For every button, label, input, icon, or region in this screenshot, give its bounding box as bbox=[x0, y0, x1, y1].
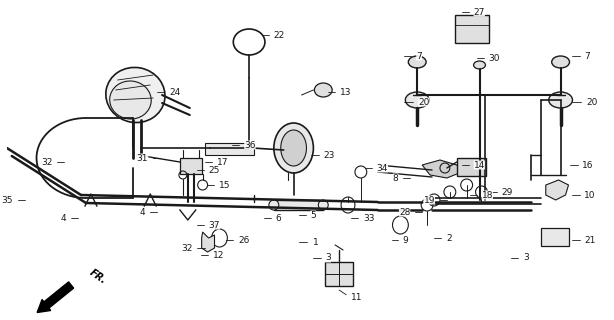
Bar bbox=[457, 158, 486, 176]
Text: 24: 24 bbox=[169, 87, 181, 97]
Text: 32: 32 bbox=[41, 157, 52, 166]
Ellipse shape bbox=[106, 68, 165, 123]
Ellipse shape bbox=[549, 92, 572, 108]
Ellipse shape bbox=[318, 200, 328, 210]
Ellipse shape bbox=[552, 56, 570, 68]
Polygon shape bbox=[201, 232, 214, 252]
Text: 22: 22 bbox=[274, 30, 285, 39]
Ellipse shape bbox=[405, 92, 429, 108]
Text: 15: 15 bbox=[219, 180, 230, 189]
Text: 23: 23 bbox=[324, 150, 335, 159]
Text: 12: 12 bbox=[212, 251, 224, 260]
Ellipse shape bbox=[314, 83, 332, 97]
FancyArrow shape bbox=[37, 282, 74, 313]
Text: 27: 27 bbox=[473, 7, 485, 17]
Text: 1: 1 bbox=[313, 237, 319, 246]
Bar bbox=[541, 228, 569, 246]
Bar bbox=[180, 158, 201, 174]
Text: 8: 8 bbox=[393, 173, 398, 182]
Text: 36: 36 bbox=[244, 140, 255, 149]
Ellipse shape bbox=[281, 130, 306, 166]
Text: 35: 35 bbox=[1, 196, 13, 204]
Bar bbox=[455, 15, 489, 43]
Ellipse shape bbox=[408, 56, 426, 68]
Text: 2: 2 bbox=[446, 234, 451, 243]
Ellipse shape bbox=[274, 123, 313, 173]
Text: 34: 34 bbox=[376, 164, 388, 172]
Text: 20: 20 bbox=[586, 98, 597, 107]
Text: 10: 10 bbox=[585, 190, 596, 199]
Text: 7: 7 bbox=[416, 52, 422, 60]
Text: 25: 25 bbox=[209, 165, 220, 174]
Text: 5: 5 bbox=[311, 211, 316, 220]
Text: 16: 16 bbox=[582, 161, 594, 170]
Text: 4: 4 bbox=[139, 207, 146, 217]
Polygon shape bbox=[546, 180, 569, 200]
Ellipse shape bbox=[110, 81, 151, 119]
Text: 9: 9 bbox=[402, 236, 408, 244]
Bar bbox=[274, 200, 324, 210]
Polygon shape bbox=[422, 160, 462, 178]
Text: 3: 3 bbox=[325, 253, 331, 262]
Text: 19: 19 bbox=[424, 196, 435, 204]
Bar bbox=[325, 262, 353, 286]
Text: 31: 31 bbox=[137, 154, 148, 163]
Text: 18: 18 bbox=[481, 190, 493, 199]
Text: 11: 11 bbox=[351, 293, 362, 302]
Text: FR.: FR. bbox=[88, 268, 109, 286]
Text: 20: 20 bbox=[418, 98, 430, 107]
Text: 37: 37 bbox=[209, 220, 220, 229]
Bar bbox=[204, 143, 254, 155]
Text: 33: 33 bbox=[363, 213, 375, 222]
Ellipse shape bbox=[473, 61, 486, 69]
Text: 4: 4 bbox=[61, 213, 66, 222]
Text: 6: 6 bbox=[276, 213, 282, 222]
Text: 29: 29 bbox=[501, 188, 513, 196]
Ellipse shape bbox=[269, 200, 279, 210]
Text: 30: 30 bbox=[488, 53, 500, 62]
Text: 28: 28 bbox=[399, 207, 410, 217]
Text: 13: 13 bbox=[340, 87, 352, 97]
Text: 21: 21 bbox=[585, 236, 596, 244]
Text: 32: 32 bbox=[181, 244, 193, 252]
Text: 3: 3 bbox=[523, 253, 529, 262]
Text: 7: 7 bbox=[585, 52, 590, 60]
Text: 26: 26 bbox=[238, 236, 250, 244]
Text: 14: 14 bbox=[473, 161, 485, 170]
Text: 17: 17 bbox=[217, 157, 228, 166]
